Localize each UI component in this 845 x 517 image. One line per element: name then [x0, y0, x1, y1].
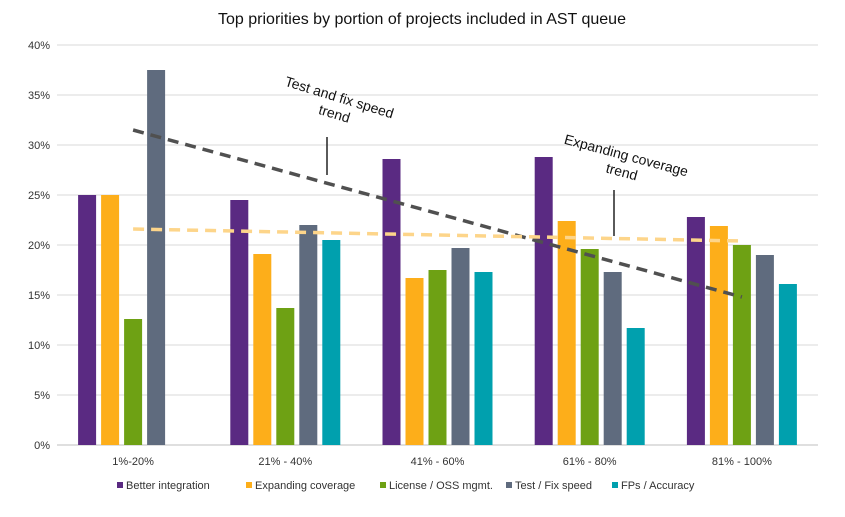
- legend-label: Better integration: [126, 480, 210, 492]
- bar: [778, 284, 797, 445]
- legend-swatch: [506, 482, 512, 488]
- legend-swatch: [246, 482, 252, 488]
- bar: [755, 255, 774, 445]
- y-tick-label: 25%: [28, 190, 50, 202]
- y-tick-label: 35%: [28, 90, 50, 102]
- y-tick-label: 15%: [28, 290, 50, 302]
- bar: [580, 249, 599, 445]
- trendline: [132, 128, 743, 299]
- bar: [230, 200, 249, 445]
- trendline: [133, 227, 742, 243]
- legend-swatch: [612, 482, 618, 488]
- bar: [276, 308, 295, 445]
- chart-title: Top priorities by portion of projects in…: [218, 11, 626, 28]
- y-tick-label: 5%: [34, 390, 50, 402]
- y-tick-label: 40%: [28, 40, 50, 52]
- bar: [557, 221, 576, 445]
- bar: [451, 248, 470, 445]
- legend-label: Expanding coverage: [255, 480, 355, 492]
- y-tick-label: 30%: [28, 140, 50, 152]
- bar: [534, 157, 553, 445]
- x-tick-label: 21% - 40%: [258, 456, 312, 468]
- legend-label: FPs / Accuracy: [621, 480, 695, 492]
- bar: [253, 254, 272, 445]
- y-tick-label: 0%: [34, 440, 50, 452]
- bar: [78, 195, 97, 445]
- bar: [626, 328, 645, 445]
- bar: [405, 278, 424, 445]
- legend-swatch: [117, 482, 123, 488]
- bar: [474, 272, 493, 445]
- x-tick-label: 81% - 100%: [712, 456, 772, 468]
- bar: [147, 70, 166, 445]
- x-tick-label: 61% - 80%: [563, 456, 617, 468]
- bar: [322, 240, 341, 445]
- bar: [299, 225, 318, 445]
- bar: [101, 195, 120, 445]
- bar: [709, 226, 728, 445]
- bar: [428, 270, 447, 445]
- legend-label: Test / Fix speed: [515, 480, 592, 492]
- annotation-line2: trend: [604, 160, 639, 184]
- x-tick-label: 41% - 60%: [411, 456, 465, 468]
- bar: [124, 319, 143, 445]
- legend-swatch: [380, 482, 386, 488]
- bar: [382, 159, 401, 445]
- bar: [686, 217, 705, 445]
- y-tick-label: 10%: [28, 340, 50, 352]
- legend-label: License / OSS mgmt.: [389, 480, 493, 492]
- bar: [732, 245, 751, 445]
- bar: [603, 272, 622, 445]
- y-tick-label: 20%: [28, 240, 50, 252]
- x-tick-label: 1%-20%: [112, 456, 154, 468]
